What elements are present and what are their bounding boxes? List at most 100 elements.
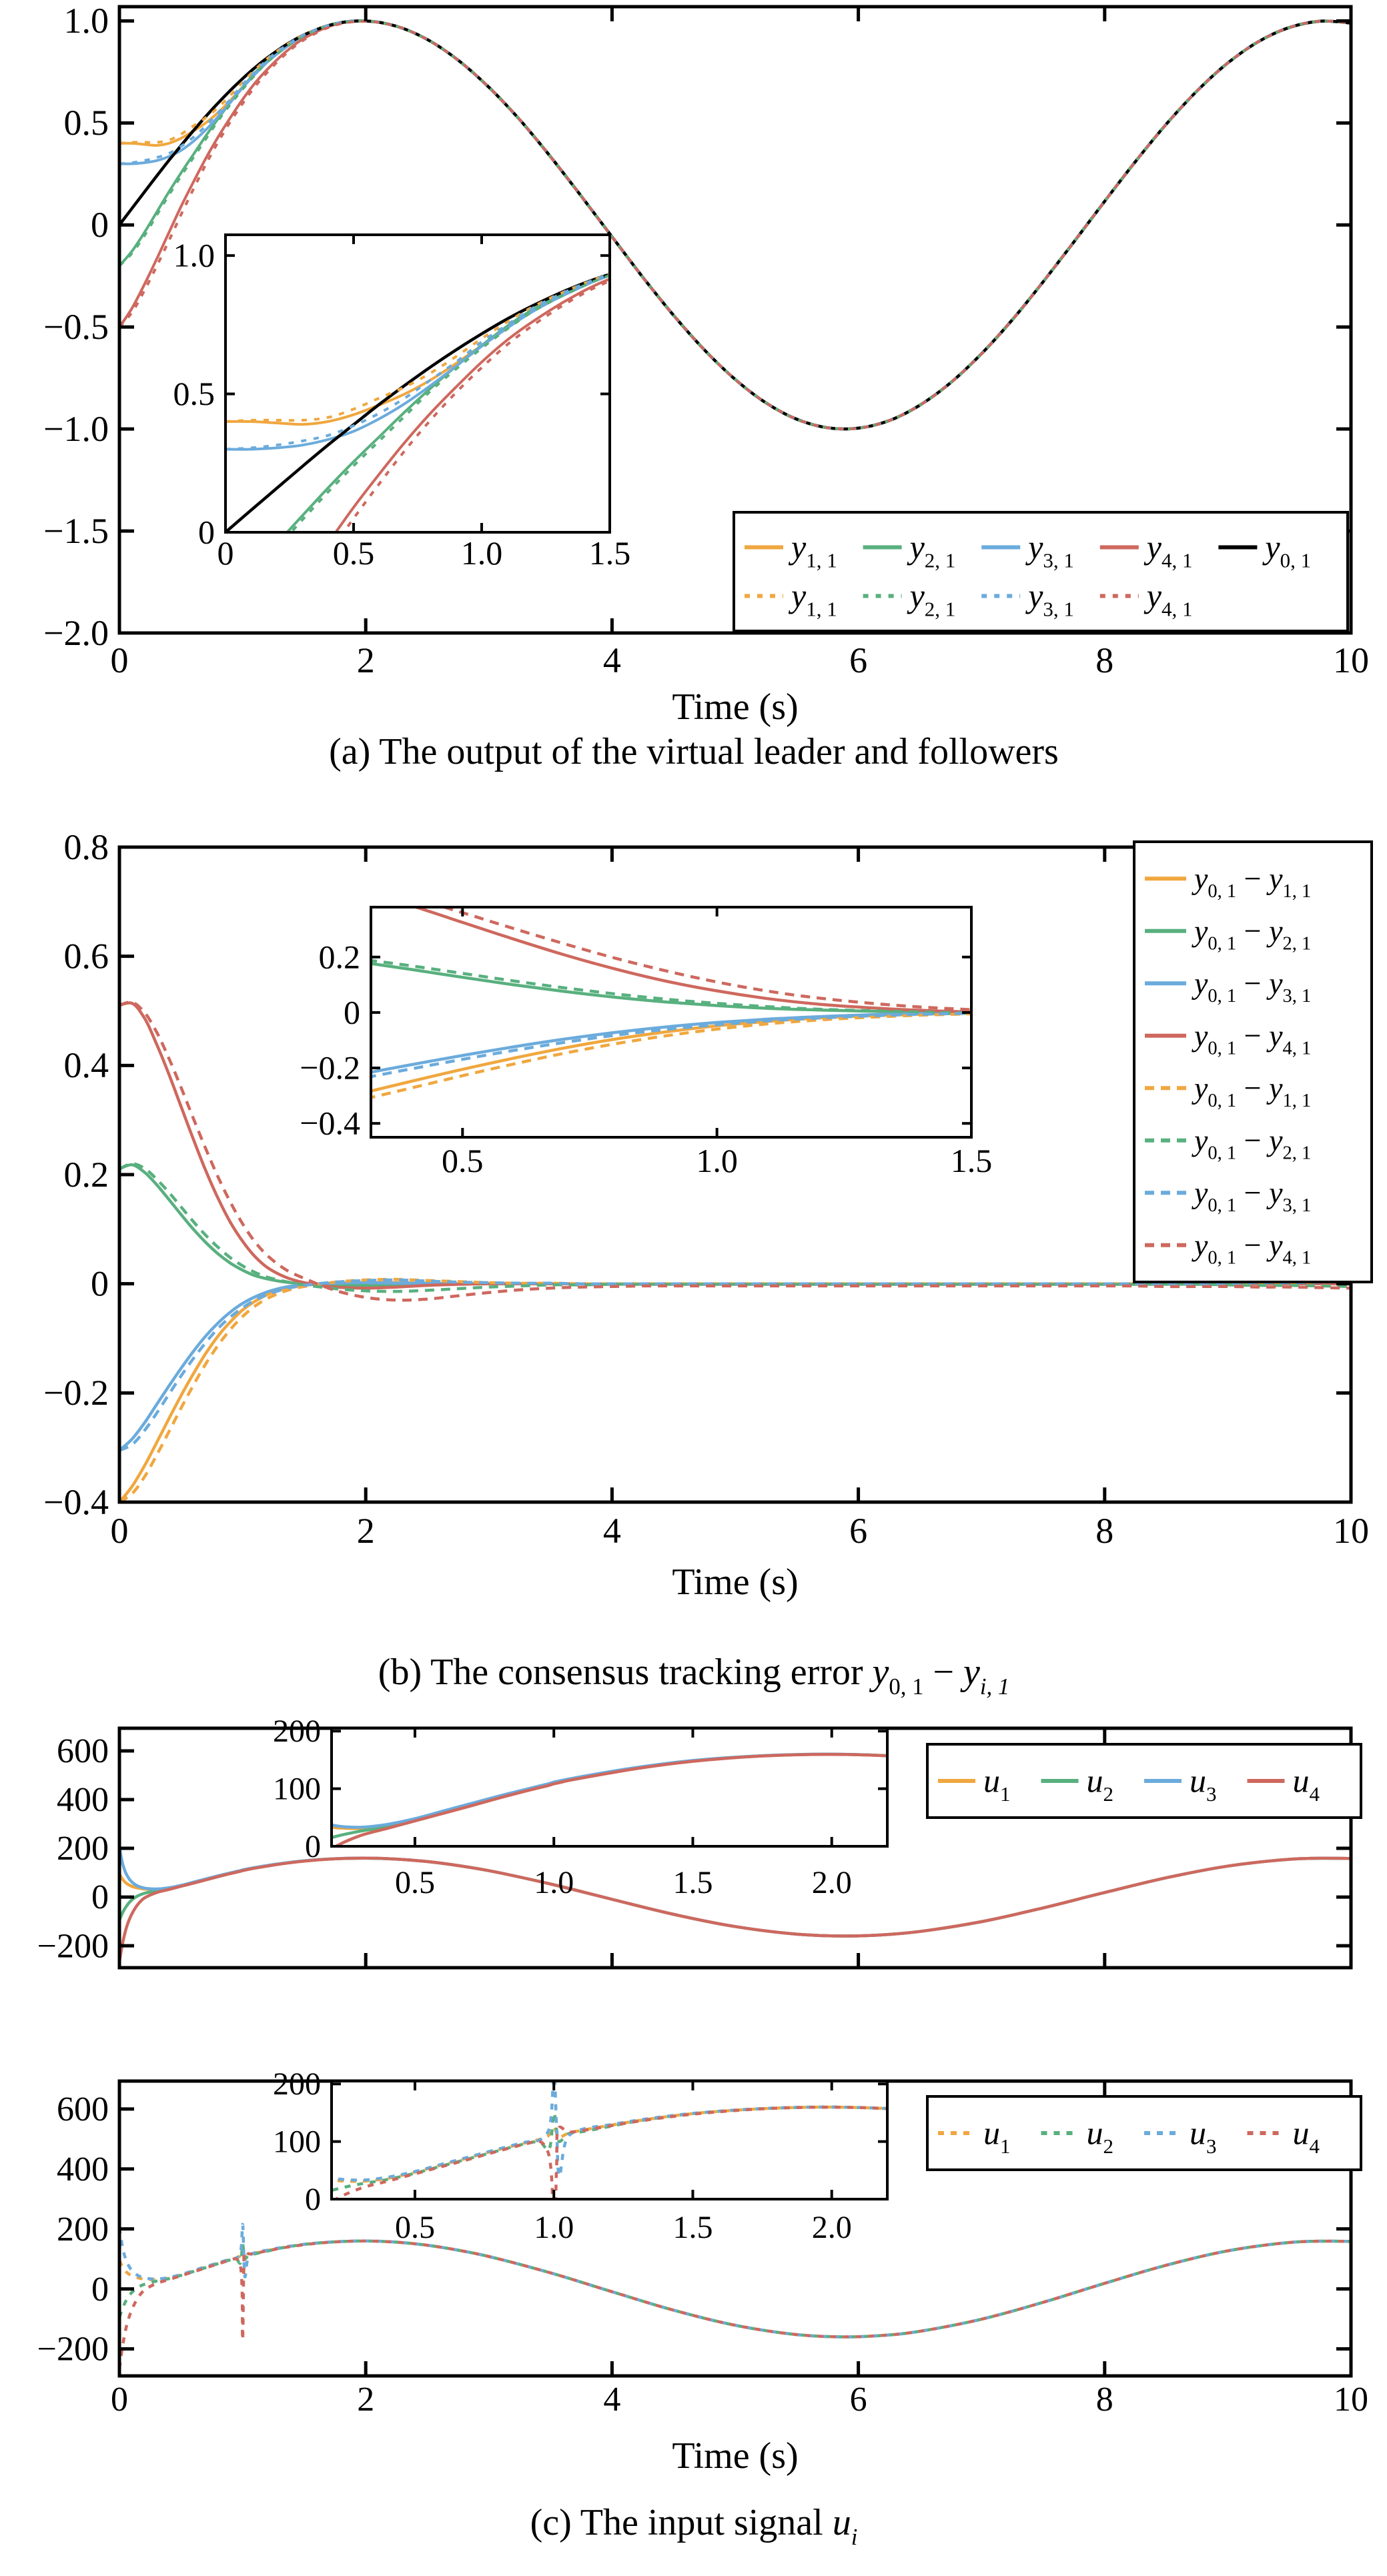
y-tick-label: 200 <box>57 1830 109 1868</box>
legend: y0, 1 − y1, 1 y0, 1 − y2, 1 y0, 1 − y3, 1 y… <box>1133 840 1373 1283</box>
x-tick-label: 6 <box>849 640 867 680</box>
legend-label-y4-solid: y4, 1 <box>1143 528 1193 572</box>
x-tick-label: 1.0 <box>534 1865 574 1900</box>
y-tick-label: 200 <box>57 2210 109 2248</box>
series-group <box>332 1752 887 1846</box>
y-tick-label: 0.4 <box>64 1045 109 1085</box>
x-tick-label: 0.5 <box>442 1142 484 1179</box>
legend-label-y2-solid: y2, 1 <box>907 528 956 572</box>
y-tick-label: 100 <box>273 2124 321 2159</box>
y-tick-label: −0.5 <box>43 307 109 347</box>
y-tick-label: 0.6 <box>64 936 109 976</box>
x-tick-label: 2 <box>357 2381 374 2419</box>
y-tick-label: 0 <box>91 1878 109 1916</box>
x-tick-label: 4 <box>603 1511 621 1551</box>
x-tick-label: 2 <box>357 1511 375 1551</box>
series-e3-dashed <box>119 1278 1351 1452</box>
y-tick-label: 0 <box>305 1829 321 1864</box>
x-tick-label: 10 <box>1334 2381 1368 2419</box>
x-tick-label: 6 <box>850 2381 867 2419</box>
series-e1-dashed <box>119 1277 1351 1502</box>
series-group <box>119 2222 1351 2369</box>
series-y4-dotted <box>119 19 1351 431</box>
series-e2-dashed <box>371 958 971 1015</box>
series-e4-solid <box>411 907 971 1014</box>
series-u3-dotted <box>119 2222 1351 2339</box>
series-group <box>119 1846 1351 1962</box>
legend-label-y3-dotted: y3, 1 <box>1025 577 1074 621</box>
legend: y1, 1 y2, 1 y3, 1 y4, 1 y0, 1 y1, 1 y2, 1 y3, 1… <box>733 511 1349 632</box>
y-tick-label: −1.5 <box>43 511 109 551</box>
series-y0-leader <box>225 272 610 532</box>
x-tick-label: 1.0 <box>696 1142 738 1179</box>
legend-label-u4-solid: u4 <box>1293 1762 1320 1806</box>
legend: u1 u2 u3 u4 <box>926 2095 1362 2171</box>
series-e1-dashed <box>371 1012 971 1099</box>
x-tick-label: 0.5 <box>333 534 375 572</box>
y-tick-label: 0.2 <box>319 938 361 975</box>
series-group <box>119 19 1351 431</box>
y-tick-label: 400 <box>57 1781 109 1819</box>
series-u2-dotted <box>332 2105 887 2192</box>
series-y3-solid <box>225 273 610 451</box>
caption-b: (b) The consensus tracking error y0, 1 −… <box>378 1652 1009 1700</box>
x-tick-label: 10 <box>1333 640 1369 680</box>
series-u4-solid <box>119 1856 1351 1962</box>
legend-label-e2-dashed: y0, 1 − y2, 1 <box>1192 1123 1311 1163</box>
series-e3-dashed <box>371 1011 971 1079</box>
series-u4-dotted <box>119 2239 1351 2369</box>
y-tick-label: 0 <box>91 2271 109 2309</box>
y-tick-label: 1.0 <box>173 237 215 274</box>
caption-c_bottom: (c) The input signal ui <box>530 2502 858 2550</box>
x-tick-label: 4 <box>603 2381 620 2419</box>
x-tick-label: 8 <box>1096 2381 1113 2419</box>
y-tick-label: −200 <box>37 1927 109 1965</box>
inset-a: 0 0.5 1.0 1.5 1.0 0.5 0 <box>173 233 630 572</box>
y-tick-label: 0.5 <box>64 103 109 143</box>
inset-background <box>371 907 971 1137</box>
y-tick-label: 0 <box>344 993 360 1031</box>
x-tick-label: 0 <box>111 640 129 680</box>
x-tick-label: 1.0 <box>461 534 503 572</box>
series-u2-dotted <box>119 2239 1351 2339</box>
x-tick-label: 2 <box>357 640 375 680</box>
series-u1-dotted <box>119 2239 1351 2339</box>
axes-frame <box>330 2080 889 2200</box>
y-tick-label: −0.4 <box>300 1105 360 1142</box>
y-tick-label: 0 <box>305 2182 321 2217</box>
x-tick-label: 2.0 <box>812 2210 852 2245</box>
axis-label-time-a: Time (s) <box>672 686 798 728</box>
legend-label-e3-solid: y0, 1 − y3, 1 <box>1192 966 1311 1006</box>
x-tick-label: 0.5 <box>395 1865 435 1900</box>
axes-c_top: 600 400 200 0 −200 <box>37 1726 1353 1970</box>
legend-label-e1-dashed: y0, 1 − y1, 1 <box>1192 1071 1311 1111</box>
y-tick-label: −1.0 <box>43 409 109 449</box>
legend-label-u4-dotted: u4 <box>1293 2114 1320 2158</box>
legend-label-e3-dashed: y0, 1 − y3, 1 <box>1192 1175 1311 1215</box>
series-y4-solid <box>334 277 610 532</box>
x-tick-label: 1.5 <box>672 1865 713 1900</box>
y-tick-label: −2.0 <box>43 613 109 653</box>
series-e2-solid <box>371 962 971 1015</box>
legend-label-y2-dotted: y2, 1 <box>907 577 956 621</box>
series-u2-solid <box>119 1856 1351 1938</box>
series-e4-dashed <box>119 1001 1351 1302</box>
y-tick-label: 200 <box>273 1714 321 1749</box>
y-tick-label: 0 <box>91 1263 109 1303</box>
series-group <box>371 907 971 1099</box>
legend-label-u2-dotted: u2 <box>1087 2114 1114 2158</box>
y-tick-label: 400 <box>57 2150 109 2188</box>
inset-c_top: 0.5 1.0 1.5 2.0 200 100 0 <box>273 1714 889 1900</box>
series-y4-dotted <box>342 279 610 532</box>
inset-c_bottom: 0.5 1.0 1.5 2.0 200 100 0 <box>273 2066 889 2245</box>
x-tick-label: 6 <box>849 1511 867 1551</box>
panel-b: 0 2 4 6 8 10 0.8 0.6 0.4 0.2 0 −0.2 −0.4 0.5 1.0 1.5 0.2… <box>43 827 1373 1700</box>
x-tick-label: 8 <box>1095 1511 1113 1551</box>
x-tick-label: 10 <box>1333 1511 1369 1551</box>
inset-b: 0.5 1.0 1.5 0.2 0 −0.2 −0.4 <box>300 906 992 1179</box>
y-tick-label: −0.4 <box>43 1482 109 1522</box>
